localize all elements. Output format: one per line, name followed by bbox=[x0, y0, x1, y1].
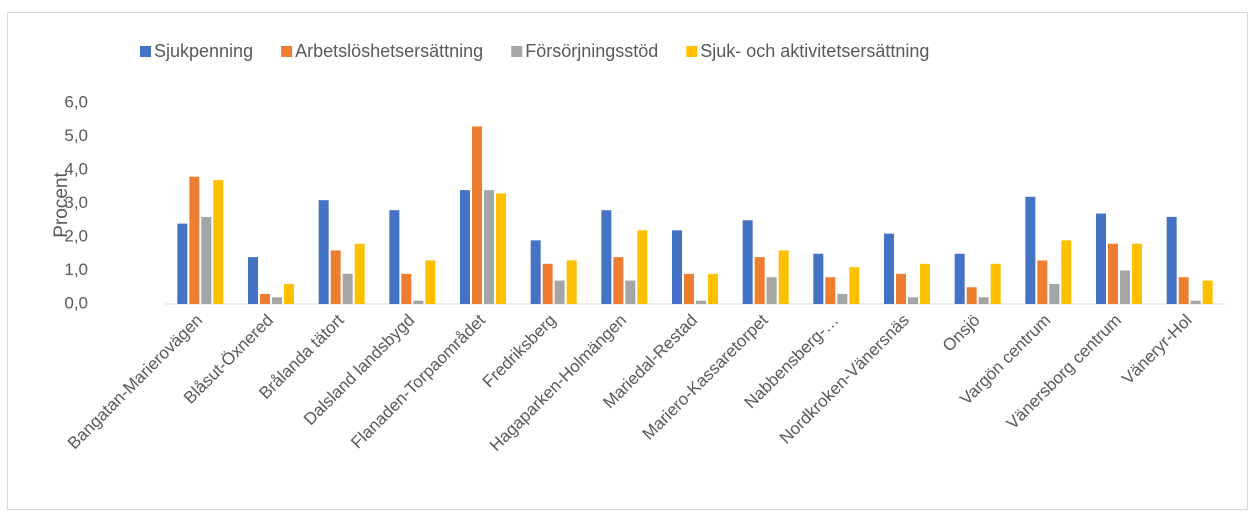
bar bbox=[766, 277, 777, 304]
bar bbox=[778, 250, 789, 304]
y-axis-label: Procent bbox=[51, 172, 72, 238]
legend-label: Arbetslöshetsersättning bbox=[295, 41, 483, 61]
bar bbox=[1166, 216, 1177, 304]
bar bbox=[248, 257, 258, 304]
y-tick-label: 2,0 bbox=[64, 226, 88, 245]
y-tick-label: 4,0 bbox=[64, 159, 88, 178]
bar bbox=[530, 240, 541, 304]
bar bbox=[884, 233, 894, 304]
bar bbox=[1202, 280, 1213, 304]
y-tick-label: 3,0 bbox=[64, 193, 88, 212]
bar bbox=[1037, 260, 1048, 304]
bar bbox=[708, 273, 718, 304]
legend-label: Försörjningsstöd bbox=[525, 41, 658, 61]
bar bbox=[1132, 243, 1142, 304]
bar bbox=[825, 277, 836, 304]
y-tick-label: 5,0 bbox=[64, 126, 88, 145]
bar bbox=[908, 297, 918, 304]
bar bbox=[601, 210, 612, 304]
bar bbox=[342, 273, 353, 304]
legend-swatch bbox=[511, 46, 523, 57]
y-tick-label: 0,0 bbox=[64, 293, 88, 312]
bar bbox=[754, 257, 765, 304]
bar bbox=[1061, 240, 1072, 304]
bar bbox=[896, 273, 906, 304]
bar bbox=[1120, 270, 1130, 304]
bar bbox=[425, 260, 436, 304]
legend-label: Sjuk- och aktivitetsersättning bbox=[700, 41, 929, 61]
bar bbox=[1178, 277, 1189, 304]
legend-swatch bbox=[140, 46, 151, 57]
bar bbox=[742, 220, 753, 304]
legend-swatch bbox=[686, 46, 698, 57]
bar bbox=[484, 190, 494, 304]
bar bbox=[284, 283, 294, 304]
bar bbox=[684, 273, 694, 304]
bar bbox=[260, 293, 270, 304]
bar bbox=[625, 280, 636, 304]
bar bbox=[460, 190, 470, 304]
bar bbox=[318, 200, 329, 304]
bar bbox=[849, 267, 860, 304]
bar bbox=[554, 280, 565, 304]
bar bbox=[496, 193, 506, 304]
bar bbox=[177, 223, 188, 304]
bar bbox=[613, 257, 624, 304]
bar bbox=[813, 253, 824, 304]
bar bbox=[389, 210, 400, 304]
bar bbox=[966, 287, 977, 304]
bar bbox=[696, 300, 706, 304]
y-tick-label: 1,0 bbox=[64, 260, 88, 279]
bar bbox=[637, 230, 648, 304]
bar bbox=[1190, 300, 1201, 304]
bar bbox=[189, 176, 200, 304]
bar bbox=[213, 180, 224, 304]
bar bbox=[1096, 213, 1106, 304]
legend-swatch bbox=[281, 46, 293, 57]
bar bbox=[330, 250, 341, 304]
bar bbox=[920, 263, 930, 304]
bar bbox=[542, 263, 553, 304]
bar bbox=[672, 230, 682, 304]
bar bbox=[837, 293, 848, 304]
bar bbox=[354, 243, 365, 304]
bar bbox=[1049, 283, 1060, 304]
bar bbox=[413, 300, 424, 304]
bar bbox=[954, 253, 965, 304]
bar bbox=[990, 263, 1001, 304]
bar bbox=[1108, 243, 1118, 304]
legend-label: Sjukpenning bbox=[154, 41, 253, 61]
bar bbox=[201, 216, 212, 304]
y-tick-label: 6,0 bbox=[64, 92, 88, 111]
bar bbox=[272, 297, 282, 304]
bar bbox=[401, 273, 412, 304]
bar bbox=[1025, 196, 1036, 304]
bar bbox=[472, 126, 482, 304]
bar bbox=[566, 260, 577, 304]
bar bbox=[978, 297, 989, 304]
